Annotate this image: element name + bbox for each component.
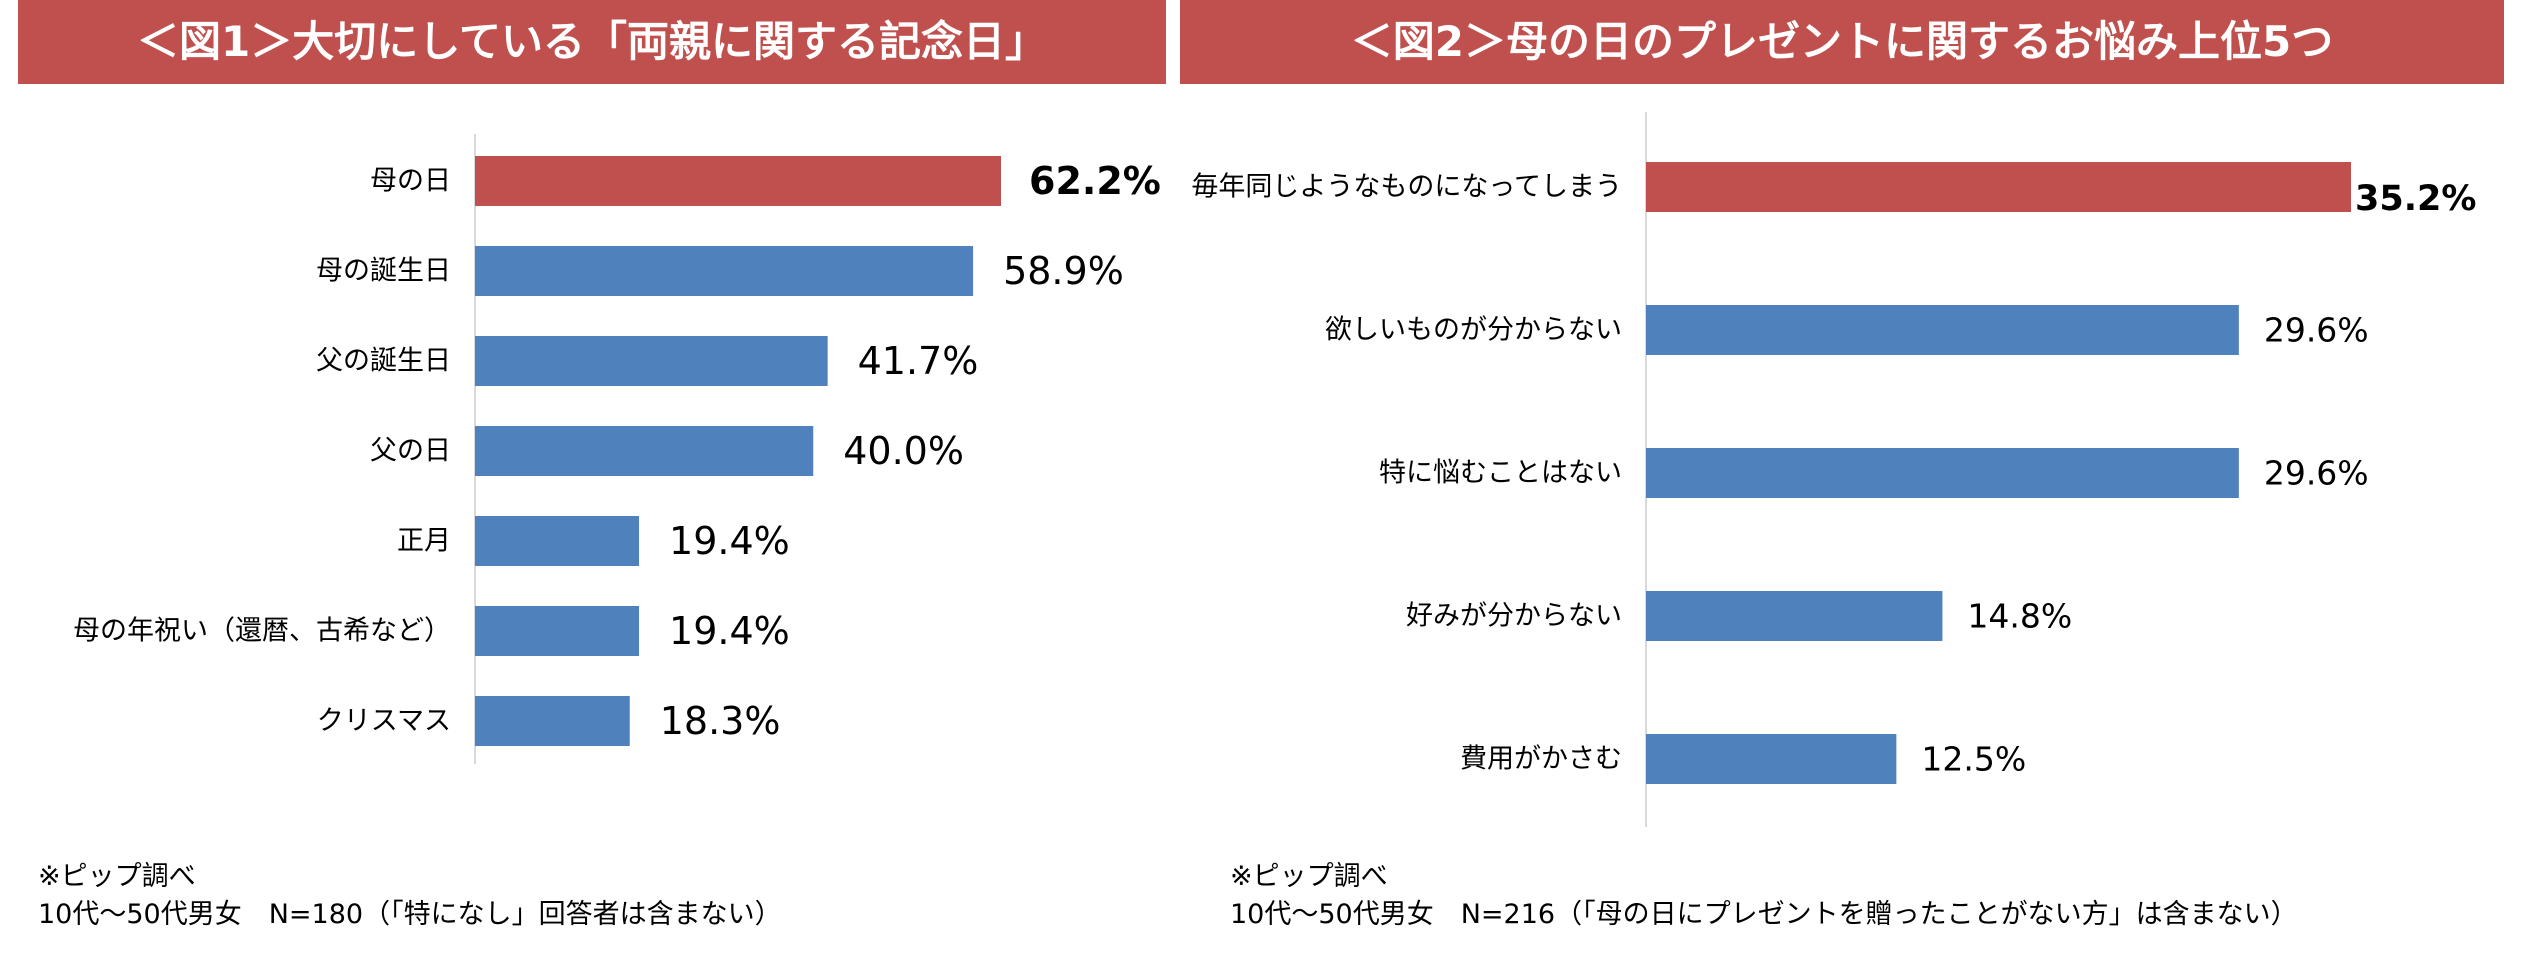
chart-1: 母の日 62.2% 母の誕生日 58.9% 父の誕生日 41.7% 父の日 40.0% 正月 19… — [73, 134, 1161, 764]
chart-1-source: ※ピップ調べ — [38, 861, 196, 892]
chart-2-value-label: 35.2% — [2355, 179, 2476, 219]
chart-1-value-label: 40.0% — [843, 429, 964, 473]
chart-1-bar — [475, 246, 974, 296]
chart-1-bar — [475, 426, 814, 476]
chart-1-bar — [475, 336, 828, 386]
chart-1-value-label: 41.7% — [858, 339, 979, 383]
chart-1-footnote: ※ピップ調べ 10代〜50代男女 N=180（「特になし」回答者は含まない） — [38, 858, 782, 934]
chart-1-value-label: 18.3% — [660, 699, 781, 743]
chart-2-category-label: 毎年同じようなものになってしまう — [1191, 172, 1622, 203]
chart-2-category-label: 費用がかさむ — [1460, 744, 1622, 775]
chart-2-bar — [1646, 591, 1943, 641]
chart-2-category-label: 好みが分からない — [1406, 601, 1622, 632]
chart-1-value-label: 19.4% — [669, 609, 790, 653]
chart-1-value-label: 58.9% — [1003, 249, 1124, 293]
chart-1-category-label: 母の誕生日 — [316, 256, 451, 287]
chart-2-footnote: ※ピップ調べ 10代〜50代男女 N=216（「母の日にプレゼントを贈ったことが… — [1230, 858, 2298, 934]
chart-2-sample-note: 10代〜50代男女 N=216（「母の日にプレゼントを贈ったことがない方」は含ま… — [1230, 899, 2298, 930]
chart-1-category-label: 正月 — [397, 526, 451, 557]
chart-panel-1: ＜図1＞大切にしている「両親に関する記念日」 母の日 62.2% 母の誕生日 58.9… — [0, 0, 1180, 955]
chart-2-source: ※ピップ調べ — [1230, 861, 1388, 892]
chart-1-title: ＜図1＞大切にしている「両親に関する記念日」 — [18, 0, 1166, 84]
chart-2-bar — [1646, 162, 2351, 212]
chart-2-category-label: 欲しいものが分からない — [1325, 315, 1622, 346]
chart-1-category-label: 母の日 — [370, 166, 451, 197]
chart-1-category-label: 父の日 — [370, 436, 451, 467]
chart-1-bar — [475, 606, 640, 656]
chart-1-category-label: 母の年祝い（還暦、古希など） — [73, 616, 451, 647]
chart-1-category-label: クリスマス — [317, 706, 451, 737]
chart-2-bar — [1646, 305, 2239, 355]
chart-2: 毎年同じようなものになってしまう 35.2% 欲しいものが分からない 29.6% 特に悩… — [1191, 112, 2476, 827]
chart-1-bar — [475, 156, 1001, 206]
chart-1-bar — [475, 696, 630, 746]
chart-2-value-label: 29.6% — [2264, 454, 2369, 493]
chart-1-bar — [475, 516, 640, 566]
chart-2-bar — [1646, 734, 1897, 784]
chart-1-sample-note: 10代〜50代男女 N=180（「特になし」回答者は含まない） — [38, 899, 782, 930]
chart-1-value-label: 19.4% — [669, 519, 790, 563]
chart-2-value-label: 12.5% — [1921, 740, 2026, 779]
chart-2-category-label: 特に悩むことはない — [1379, 458, 1622, 489]
chart-2-bar — [1646, 448, 2239, 498]
chart-2-value-label: 29.6% — [2264, 311, 2369, 350]
chart-2-title: ＜図2＞母の日のプレゼントに関するお悩み上位5つ — [1180, 0, 2504, 84]
chart-1-value-label: 62.2% — [1029, 159, 1161, 203]
chart-2-value-label: 14.8% — [1967, 597, 2072, 636]
chart-1-category-label: 父の誕生日 — [316, 346, 451, 377]
chart-panel-2: ＜図2＞母の日のプレゼントに関するお悩み上位5つ 毎年同じようなものになってしま… — [1180, 0, 2521, 955]
